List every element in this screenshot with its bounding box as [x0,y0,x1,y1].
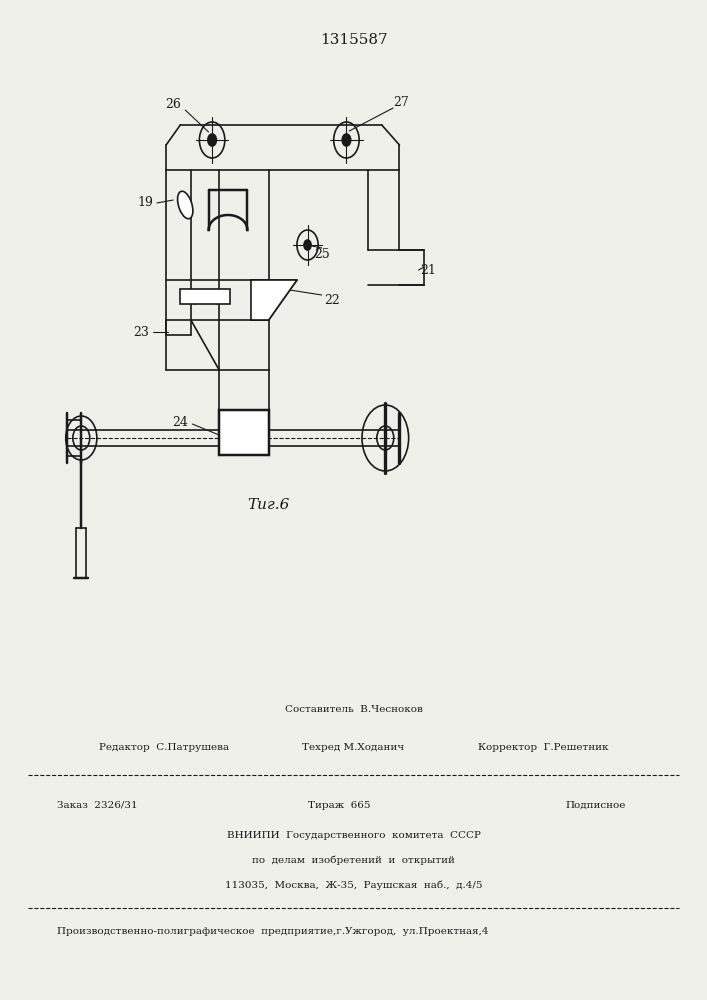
Text: 26: 26 [165,98,181,110]
Text: Техред М.Ходанич: Техред М.Ходанич [303,744,404,752]
Text: Составитель  В.Чесноков: Составитель В.Чесноков [284,706,423,714]
Text: по  делам  изобретений  и  открытий: по делам изобретений и открытий [252,855,455,865]
Text: Корректор  Г.Решетник: Корректор Г.Решетник [477,744,608,752]
Ellipse shape [177,191,193,219]
Circle shape [342,134,351,146]
Text: 27: 27 [393,96,409,108]
Bar [180,289,230,304]
Text: Τиг.6: Τиг.6 [247,498,290,512]
Text: 19: 19 [137,196,153,210]
Text: Производственно-полиграфическое  предприятие,г.Ужгород,  ул.Проектная,4: Производственно-полиграфическое предприя… [57,928,488,936]
Text: 22: 22 [324,294,339,306]
Text: 24: 24 [173,416,188,428]
Text: Редактор  С.Патрушева: Редактор С.Патрушева [99,744,229,752]
Text: 21: 21 [421,263,436,276]
Text: 1315587: 1315587 [320,33,387,47]
Polygon shape [251,280,297,320]
Text: 23: 23 [134,326,149,338]
Bar [219,410,269,455]
Text: 25: 25 [314,248,329,261]
Text: 113035,  Москва,  Ж-35,  Раушская  наб.,  д.4/5: 113035, Москва, Ж-35, Раушская наб., д.4… [225,880,482,890]
Text: Заказ  2326/31: Заказ 2326/31 [57,800,137,810]
Text: ВНИИПИ  Государственного  комитета  СССР: ВНИИПИ Государственного комитета СССР [226,830,481,840]
Text: Подписное: Подписное [566,800,626,810]
Text: Тираж  665: Тираж 665 [308,800,370,810]
Circle shape [208,134,216,146]
Circle shape [304,240,311,250]
